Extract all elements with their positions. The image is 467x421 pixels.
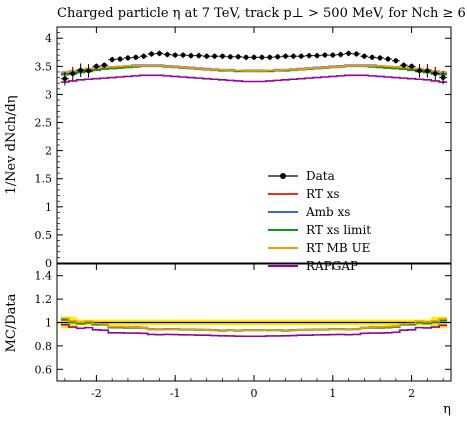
series-line-rapgap xyxy=(60,74,448,83)
main-y-tick-label: 0.5 xyxy=(35,229,53,242)
data-point xyxy=(172,52,178,58)
data-point xyxy=(243,54,249,60)
data-point xyxy=(62,76,68,82)
data-point xyxy=(86,68,91,74)
main-y-tick-label: 0 xyxy=(45,257,52,270)
data-point xyxy=(164,52,170,57)
data-point xyxy=(94,63,99,69)
ratio-series-layer xyxy=(60,317,448,338)
data-point xyxy=(385,56,391,62)
main-panel-frame xyxy=(56,26,452,264)
data-point xyxy=(109,57,115,62)
data-point xyxy=(78,67,84,73)
legend-label: RT xs limit xyxy=(306,223,371,237)
data-point xyxy=(101,62,107,68)
data-point xyxy=(220,53,225,59)
ratio-y-tick-label: 1.2 xyxy=(35,293,53,306)
x-tick-label: -2 xyxy=(91,387,102,400)
data-point xyxy=(149,51,154,57)
data-point xyxy=(306,53,312,59)
ratio-line-rapgap xyxy=(60,323,448,338)
data-point xyxy=(125,55,131,61)
data-point xyxy=(338,52,344,57)
ratio-y-ticks: 0.6 0.8 1 1.2 1.4 xyxy=(35,270,451,376)
legend: Data RT xs Amb xs RT xs limit RT MB UE RAPGAP xyxy=(268,169,371,273)
data-uncertainty-band xyxy=(57,316,451,329)
data-point xyxy=(314,53,320,59)
x-tick-label: 2 xyxy=(408,387,415,400)
main-y-ticks: 0 0.5 1 1.5 2 2.5 3 3.5 4 xyxy=(35,32,451,270)
main-series-layer xyxy=(60,50,448,86)
series-line-rt-mb-ue xyxy=(60,64,448,73)
main-y-tick-label: 1.5 xyxy=(35,173,53,186)
legend-marker-data xyxy=(280,173,286,179)
data-point xyxy=(180,52,186,58)
data-point xyxy=(283,53,288,59)
data-point xyxy=(377,55,383,61)
data-point xyxy=(227,54,233,60)
data-point xyxy=(346,51,351,56)
data-point xyxy=(401,62,407,68)
legend-label: RAPGAP xyxy=(306,259,358,273)
data-point xyxy=(204,53,210,59)
chart-title: Charged particle η at 7 TeV, track p⊥ > … xyxy=(57,6,466,21)
data-point xyxy=(235,54,241,60)
data-point xyxy=(117,56,123,62)
data-point xyxy=(322,52,328,58)
data-point xyxy=(361,53,367,59)
data-point xyxy=(417,68,422,74)
x-tick-label: -1 xyxy=(170,387,181,400)
data-point xyxy=(212,53,218,59)
data-point xyxy=(251,54,257,60)
data-point xyxy=(354,51,359,57)
data-point xyxy=(409,63,414,69)
data-point xyxy=(275,54,281,60)
legend-label: RT MB UE xyxy=(306,241,370,255)
data-point xyxy=(141,53,147,59)
main-y-tick-label: 2.5 xyxy=(35,117,53,130)
main-y-axis-label: 1/Nev dNch/dη xyxy=(4,95,19,194)
data-point xyxy=(440,75,446,80)
data-point xyxy=(157,51,162,56)
legend-label: RT xs xyxy=(306,187,340,201)
ratio-y-tick-label: 0.6 xyxy=(35,363,53,376)
main-y-tick-label: 1 xyxy=(45,201,52,214)
x-axis-label: η xyxy=(443,402,451,417)
ratio-line-rt-mb-ue xyxy=(60,317,448,331)
main-panel: 0 0.5 1 1.5 2 2.5 3 3.5 4 1/Nev dNch/dη Data RT x… xyxy=(4,26,452,273)
x-ticks: -2 -1 0 1 2 xyxy=(64,27,444,400)
ratio-y-tick-label: 1.4 xyxy=(35,270,53,283)
ratio-y-tick-label: 0.8 xyxy=(35,340,53,353)
main-y-tick-label: 2 xyxy=(45,145,52,158)
main-y-tick-label: 3 xyxy=(45,88,52,101)
data-point xyxy=(291,53,296,59)
data-point xyxy=(259,54,265,60)
legend-label: Data xyxy=(306,169,335,183)
data-point xyxy=(330,52,336,58)
data-point xyxy=(393,58,399,64)
main-y-tick-label: 3.5 xyxy=(35,60,53,73)
data-point xyxy=(133,54,139,60)
data-point xyxy=(432,71,438,77)
main-y-tick-label: 4 xyxy=(45,32,52,45)
data-point xyxy=(188,53,194,59)
x-tick-label: 0 xyxy=(251,387,258,400)
data-point xyxy=(196,53,202,59)
data-point xyxy=(298,53,304,59)
data-point xyxy=(369,54,375,60)
ratio-y-tick-label: 1 xyxy=(45,317,52,330)
x-tick-label: 1 xyxy=(329,387,336,400)
data-point xyxy=(70,71,76,77)
ratio-panel: 0.6 0.8 1 1.2 1.4 -2 -1 0 1 2 MC/Data η xyxy=(4,27,452,417)
data-point xyxy=(267,54,273,60)
data-point xyxy=(424,68,430,74)
ratio-y-axis-label: MC/Data xyxy=(4,293,19,352)
legend-label: Amb xs xyxy=(305,205,350,219)
